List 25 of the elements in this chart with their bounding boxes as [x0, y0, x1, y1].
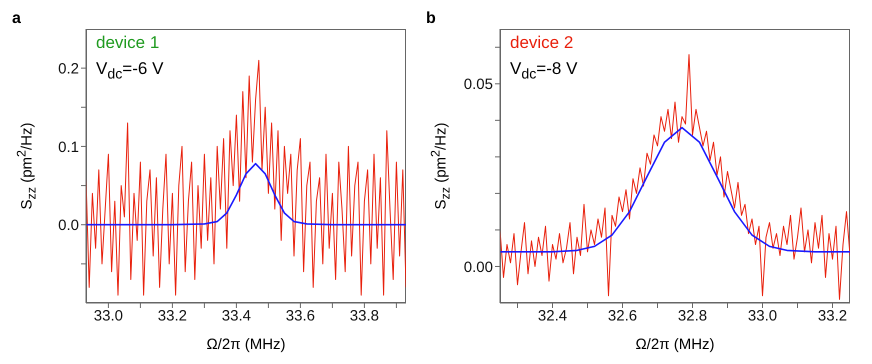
annotation: V$_{dc}$=-6 V: [96, 59, 164, 82]
chart-title: b: [426, 10, 436, 28]
y-tick-label: 0.1: [58, 138, 79, 156]
x-tick-label: 33.0: [748, 308, 778, 325]
y-tick-label: 0.2: [58, 60, 79, 78]
annotation: device 1: [96, 33, 160, 53]
y-tick-label: 0.0: [58, 217, 79, 234]
line-series: [86, 162, 406, 226]
annotation: device 2: [510, 33, 574, 53]
x-tick-label: 33.2: [818, 308, 848, 325]
x-tick-label: 32.4: [538, 308, 568, 325]
x-tick-label: 33.2: [158, 308, 187, 325]
x-tick-label: 33.0: [94, 308, 123, 325]
annotation: V$_{dc}$=-8 V: [510, 59, 578, 82]
x-tick-label: 32.8: [678, 308, 708, 325]
chart-title: a: [12, 10, 21, 28]
x-tick-label: 33.8: [350, 308, 379, 325]
x-tick-label: 33.6: [286, 308, 315, 325]
y-tick-label: 0.05: [464, 76, 493, 94]
x-tick-label: 33.4: [222, 308, 251, 325]
x-axis-title: Ω/2π (MHz): [634, 336, 716, 353]
line-series: [500, 126, 850, 253]
x-tick-label: 32.6: [608, 308, 638, 325]
y-tick-label: 0.00: [464, 258, 493, 276]
x-axis-title: Ω/2π (MHz): [205, 336, 287, 353]
